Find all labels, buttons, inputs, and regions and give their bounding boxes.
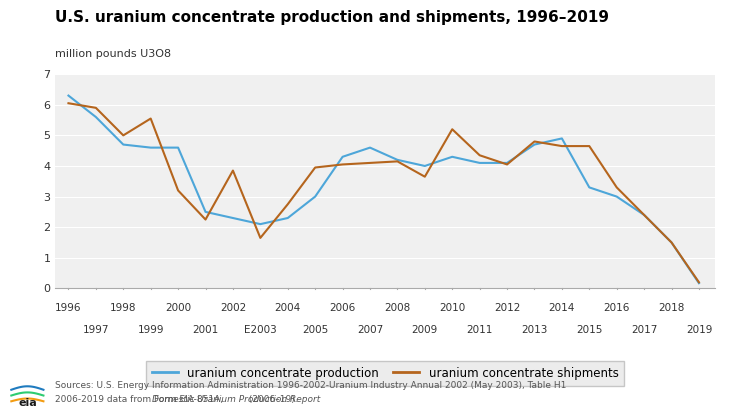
Text: 2017: 2017	[631, 325, 657, 335]
Text: 2009: 2009	[412, 325, 438, 335]
Text: 2012: 2012	[494, 303, 520, 314]
Text: 2006-2019 data from Form EIA-851A,: 2006-2019 data from Form EIA-851A,	[55, 395, 226, 404]
Text: 2000: 2000	[165, 303, 191, 314]
Text: 2002: 2002	[220, 303, 246, 314]
Legend: uranium concentrate production, uranium concentrate shipments: uranium concentrate production, uranium …	[146, 361, 624, 386]
Text: E2003: E2003	[244, 325, 277, 335]
Text: 1996: 1996	[55, 303, 82, 314]
Text: Domestic Uranium Production Report: Domestic Uranium Production Report	[152, 395, 320, 404]
Text: 2001: 2001	[193, 325, 219, 335]
Text: 2011: 2011	[466, 325, 493, 335]
Text: Sources: U.S. Energy Information Administration 1996-2002-Uranium Industry Annua: Sources: U.S. Energy Information Adminis…	[55, 381, 566, 390]
Text: 2007: 2007	[357, 325, 383, 335]
Text: 1999: 1999	[137, 325, 164, 335]
Text: 2019: 2019	[685, 325, 712, 335]
Text: 2004: 2004	[274, 303, 301, 314]
Text: 1998: 1998	[110, 303, 137, 314]
Text: 2015: 2015	[576, 325, 602, 335]
Text: million pounds U3O8: million pounds U3O8	[55, 49, 171, 59]
Text: 2013: 2013	[521, 325, 548, 335]
Text: eia: eia	[18, 398, 36, 409]
Text: 2014: 2014	[549, 303, 575, 314]
Text: 2008: 2008	[384, 303, 410, 314]
Text: 2016: 2016	[604, 303, 630, 314]
Text: (2006–19).: (2006–19).	[246, 395, 298, 404]
Text: 2005: 2005	[302, 325, 328, 335]
Text: 2018: 2018	[658, 303, 685, 314]
Text: U.S. uranium concentrate production and shipments, 1996–2019: U.S. uranium concentrate production and …	[55, 10, 609, 25]
Text: 1997: 1997	[82, 325, 109, 335]
Text: 2010: 2010	[439, 303, 465, 314]
Text: 2006: 2006	[329, 303, 356, 314]
